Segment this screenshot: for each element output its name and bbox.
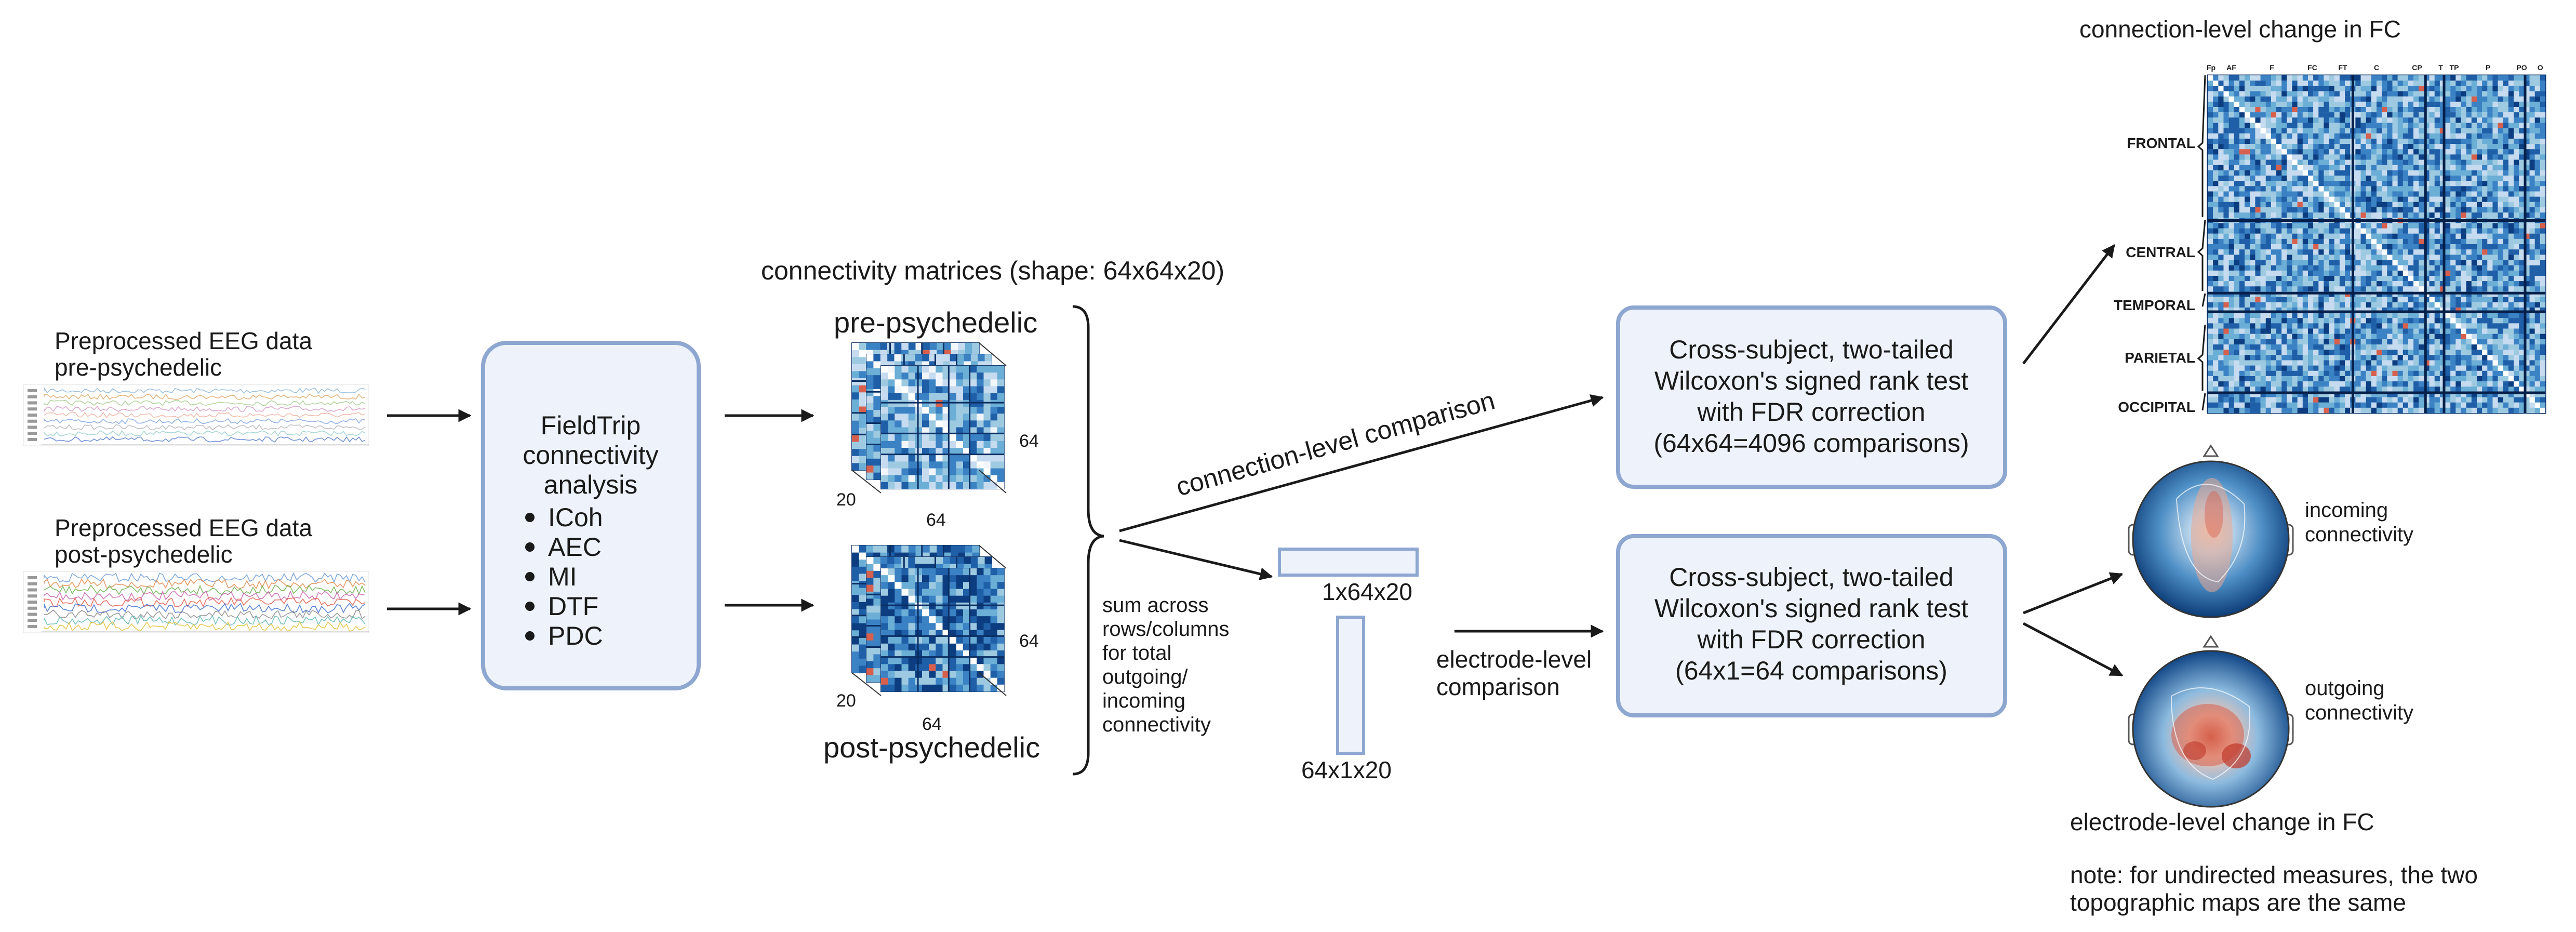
svg-text:C: C xyxy=(2374,63,2379,72)
fieldtrip-line2: connectivity xyxy=(523,441,658,470)
eeg-post-title-line2: post-psychedelic xyxy=(55,541,233,568)
bullet-icon xyxy=(525,542,535,552)
svg-text:rows/columns: rows/columns xyxy=(1102,618,1230,641)
electrode-comparison-line2: comparison xyxy=(1436,673,1560,700)
test-bottom-line4: (64x1=64 comparisons) xyxy=(1675,656,1947,685)
nose-icon xyxy=(2203,635,2219,648)
fc-region-labels: FRONTAL CENTRAL TEMPORAL PARIETAL OCCIPI… xyxy=(2114,135,2195,415)
arrow-to-vectors xyxy=(1119,539,1273,580)
eeg-pre-title-line2: pre-psychedelic xyxy=(55,354,222,381)
svg-text:incoming: incoming xyxy=(1102,689,1185,712)
test-bottom-line3: with FDR correction xyxy=(1697,625,1926,654)
region-label-occipital: OCCIPITAL xyxy=(2118,399,2195,415)
fc-region-brackets xyxy=(2197,75,2206,411)
post-matrix-dim-64-bottom: 64 xyxy=(922,714,942,734)
outgoing-label-line1: outgoing xyxy=(2305,677,2384,700)
nose-icon xyxy=(2203,444,2219,457)
pre-matrix-dim-64-bottom: 64 xyxy=(926,510,946,530)
test-box-electrode xyxy=(1616,534,2007,717)
svg-text:CP: CP xyxy=(2412,63,2422,72)
eeg-pre-traces xyxy=(23,384,369,446)
arrow-to-fc-matrix xyxy=(2022,244,2115,365)
bullet-icon xyxy=(525,572,535,581)
svg-text:Fp: Fp xyxy=(2207,63,2215,72)
test-top-line3: with FDR correction xyxy=(1697,397,1926,427)
test-top-line4: (64x64=4096 comparisons) xyxy=(1653,429,1969,458)
measure-item-dtf: DTF xyxy=(548,592,598,621)
svg-text:connectivity: connectivity xyxy=(1102,713,1211,736)
pre-matrix-stack xyxy=(851,342,1007,494)
arrow-connection-level xyxy=(1119,394,1604,532)
row-vector-label: 1x64x20 xyxy=(1322,578,1412,605)
region-label-frontal: FRONTAL xyxy=(2127,135,2195,151)
test-top-line2: Wilcoxon's signed rank test xyxy=(1654,366,1968,395)
svg-text:T: T xyxy=(2438,63,2443,72)
incoming-label-line1: incoming xyxy=(2305,499,2388,522)
svg-text:sum across: sum across xyxy=(1102,594,1209,617)
test-box-connection xyxy=(1616,305,2007,489)
connection-comparison-label: connection-level comparison xyxy=(1173,385,1498,501)
fc-matrix-title: connection-level change in FC xyxy=(2079,16,2401,43)
measure-item-icoh: ICoh xyxy=(548,503,603,532)
column-vector xyxy=(1336,616,1365,755)
measure-item-pdc: PDC xyxy=(548,621,603,650)
pre-matrix-dim-64-side: 64 xyxy=(1019,431,1039,451)
outgoing-label-line2: connectivity xyxy=(2305,701,2413,724)
test-bottom-line1: Cross-subject, two-tailed xyxy=(1669,563,1953,592)
pre-matrix-dim-20: 20 xyxy=(836,490,856,510)
eeg-post-traces xyxy=(23,571,369,633)
measure-list: ICoh AEC MI DTF PDC xyxy=(525,503,603,650)
incoming-label-line2: connectivity xyxy=(2305,523,2413,546)
topo-note-line2: topographic maps are the same xyxy=(2070,889,2406,916)
svg-text:for total: for total xyxy=(1102,642,1171,664)
arrow-to-outgoing-topo xyxy=(2022,622,2124,677)
svg-text:FC: FC xyxy=(2307,63,2317,72)
electrode-comparison-line1: electrode-level xyxy=(1436,646,1592,673)
row-vector xyxy=(1278,548,1419,577)
svg-text:O: O xyxy=(2538,63,2543,72)
pre-matrix-label: pre-psychedelic xyxy=(834,306,1037,339)
test-bottom-line2: Wilcoxon's signed rank test xyxy=(1654,594,1968,623)
region-label-parietal: PARIETAL xyxy=(2125,350,2195,366)
svg-text:TP: TP xyxy=(2450,63,2459,72)
svg-text:PO: PO xyxy=(2516,63,2527,72)
topo-note-line1: note: for undirected measures, the two xyxy=(2070,861,2478,888)
fieldtrip-line3: analysis xyxy=(544,470,638,499)
fieldtrip-line1: FieldTrip xyxy=(541,411,641,440)
svg-text:outgoing/: outgoing/ xyxy=(1102,665,1188,688)
region-label-central: CENTRAL xyxy=(2126,244,2195,260)
test-top-line1: Cross-subject, two-tailed xyxy=(1669,335,1953,364)
fc-matrix-heatmap xyxy=(2207,74,2546,414)
svg-text:F: F xyxy=(2270,63,2274,72)
svg-text:FT: FT xyxy=(2338,63,2347,72)
post-matrix-stack xyxy=(851,545,1007,696)
sum-note: sum across rows/columns for total outgoi… xyxy=(1102,594,1230,736)
svg-text:P: P xyxy=(2486,63,2490,72)
matrices-header: connectivity matrices (shape: 64x64x20) xyxy=(761,256,1224,285)
bullet-icon xyxy=(525,631,535,641)
bullet-icon xyxy=(525,513,535,522)
measure-item-aec: AEC xyxy=(548,532,602,562)
arrow-to-incoming-topo xyxy=(2023,572,2124,615)
post-matrix-dim-20: 20 xyxy=(836,691,856,711)
region-label-temporal: TEMPORAL xyxy=(2114,297,2195,313)
curly-brace-icon xyxy=(1072,305,1104,776)
measure-item-mi: MI xyxy=(548,562,577,591)
bullet-icon xyxy=(525,602,535,611)
topo-incoming xyxy=(2128,444,2294,618)
fieldtrip-box xyxy=(481,341,701,690)
fc-matrix-top-labels: Fp AF F FC FT C CP T TP P PO O xyxy=(2207,63,2543,72)
eeg-pre-title-line1: Preprocessed EEG data xyxy=(55,327,312,354)
column-vector-label: 64x1x20 xyxy=(1301,756,1392,783)
svg-text:AF: AF xyxy=(2226,63,2236,72)
eeg-post-title-line1: Preprocessed EEG data xyxy=(55,514,312,541)
topo-title: electrode-level change in FC xyxy=(2070,808,2374,835)
post-matrix-dim-64-side: 64 xyxy=(1019,631,1039,651)
topo-outgoing xyxy=(2128,635,2294,808)
post-matrix-label: post-psychedelic xyxy=(823,731,1040,764)
